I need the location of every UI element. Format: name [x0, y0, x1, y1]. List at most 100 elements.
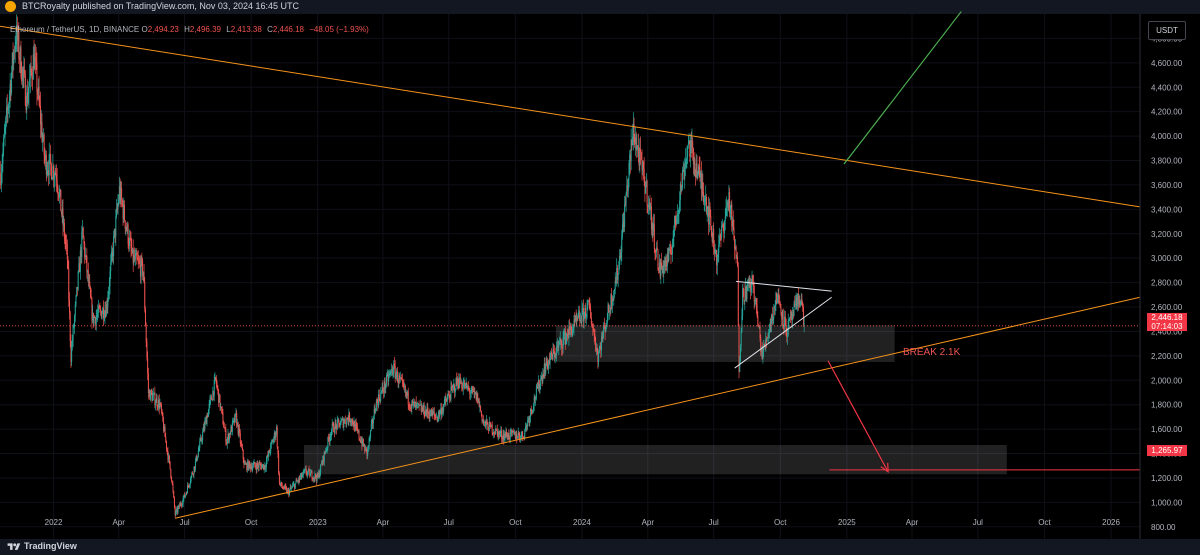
candle-body: [12, 52, 14, 64]
author-avatar[interactable]: [5, 1, 16, 12]
candle-body: [558, 343, 560, 348]
candle-body: [673, 227, 675, 238]
candle-body: [390, 370, 392, 373]
candle-body: [472, 387, 474, 389]
candle-body: [236, 412, 238, 426]
break-annotation: BREAK 2.1K: [903, 347, 961, 358]
x-tick-label: Oct: [245, 518, 258, 527]
candle-body: [123, 204, 125, 221]
candle-body: [408, 404, 410, 406]
x-tick-label: Apr: [112, 518, 125, 527]
candle-body: [215, 377, 217, 379]
candle-body: [4, 127, 6, 134]
candle-body: [636, 146, 638, 150]
candle-body: [435, 416, 437, 418]
candle-body: [152, 393, 154, 396]
candle-body: [373, 408, 375, 420]
candle-body: [668, 250, 670, 261]
candle-body: [513, 432, 515, 435]
candle-body: [545, 365, 547, 374]
candle-body: [581, 308, 583, 323]
candle-body: [494, 433, 496, 434]
candle-body: [377, 401, 379, 406]
candle-body: [694, 158, 696, 170]
candle-body: [131, 248, 133, 253]
candle-body: [156, 398, 158, 407]
candle-body: [726, 207, 728, 208]
candle-body: [50, 154, 52, 165]
candle-body: [469, 389, 471, 394]
candle-body: [782, 309, 784, 326]
candle-body: [729, 208, 731, 214]
tradingview-logo-icon[interactable]: [6, 542, 22, 552]
candle-body: [492, 433, 494, 435]
candle-body: [462, 387, 464, 390]
candle-body: [521, 431, 523, 435]
candle-body: [570, 325, 572, 331]
candle-body: [294, 483, 296, 489]
candle-body: [129, 237, 131, 247]
currency-selector[interactable]: USDT: [1148, 21, 1186, 40]
candle-body: [317, 473, 319, 478]
candle-body: [433, 412, 435, 415]
candle-body: [361, 440, 363, 446]
candle-body: [538, 379, 540, 389]
candle-body: [84, 255, 86, 258]
candle-body: [670, 253, 672, 254]
candle-body: [270, 442, 272, 444]
candle-body: [397, 381, 399, 383]
candle-body: [715, 250, 717, 252]
candle-body: [632, 123, 634, 137]
candle-body: [773, 307, 775, 309]
candle-body: [304, 469, 306, 472]
candle-body: [87, 270, 89, 283]
candle-body: [504, 433, 506, 438]
candle-body: [220, 406, 222, 409]
candle-body: [218, 389, 220, 403]
candle-body: [399, 375, 401, 379]
candle-body: [45, 154, 47, 160]
candle-body: [343, 422, 345, 427]
candle-body: [358, 430, 360, 439]
candle-body: [35, 58, 37, 64]
candle-body: [448, 395, 450, 398]
candle-body: [550, 351, 552, 359]
candle-body: [333, 423, 335, 432]
candle-body: [741, 315, 743, 332]
candle-body: [268, 450, 270, 453]
candle-body: [711, 226, 713, 237]
y-tick-label: 4,400.00: [1151, 83, 1183, 92]
candle-body: [769, 323, 771, 331]
candle-body: [658, 262, 660, 270]
candle-body: [615, 280, 617, 284]
candle-body: [232, 420, 234, 422]
candle-body: [392, 372, 394, 374]
candle-body: [456, 378, 458, 385]
candle-body: [689, 140, 691, 157]
candle-body: [655, 247, 657, 253]
candle-body: [78, 263, 80, 272]
bar-countdown: 07:14:03: [1151, 322, 1183, 331]
candle-body: [154, 392, 156, 406]
candle-body: [74, 304, 76, 317]
candle-body: [218, 394, 220, 403]
candle-body: [192, 472, 194, 474]
candle-body: [41, 122, 43, 142]
candle-body: [212, 391, 214, 401]
candle-body: [195, 455, 197, 462]
candle-body: [233, 418, 235, 421]
candle-body: [452, 385, 454, 389]
x-tick-label: Apr: [906, 518, 919, 527]
candle-body: [252, 466, 254, 470]
candle-body: [648, 202, 650, 206]
candle-body: [94, 316, 96, 318]
low-value: 2,413.38: [230, 25, 262, 34]
candle-body: [526, 425, 528, 427]
candle-body: [92, 312, 94, 324]
candle-body: [369, 437, 371, 439]
candle-body: [703, 200, 705, 203]
candle-body: [320, 463, 322, 465]
candle-body: [265, 467, 267, 469]
candle-body: [210, 396, 212, 400]
